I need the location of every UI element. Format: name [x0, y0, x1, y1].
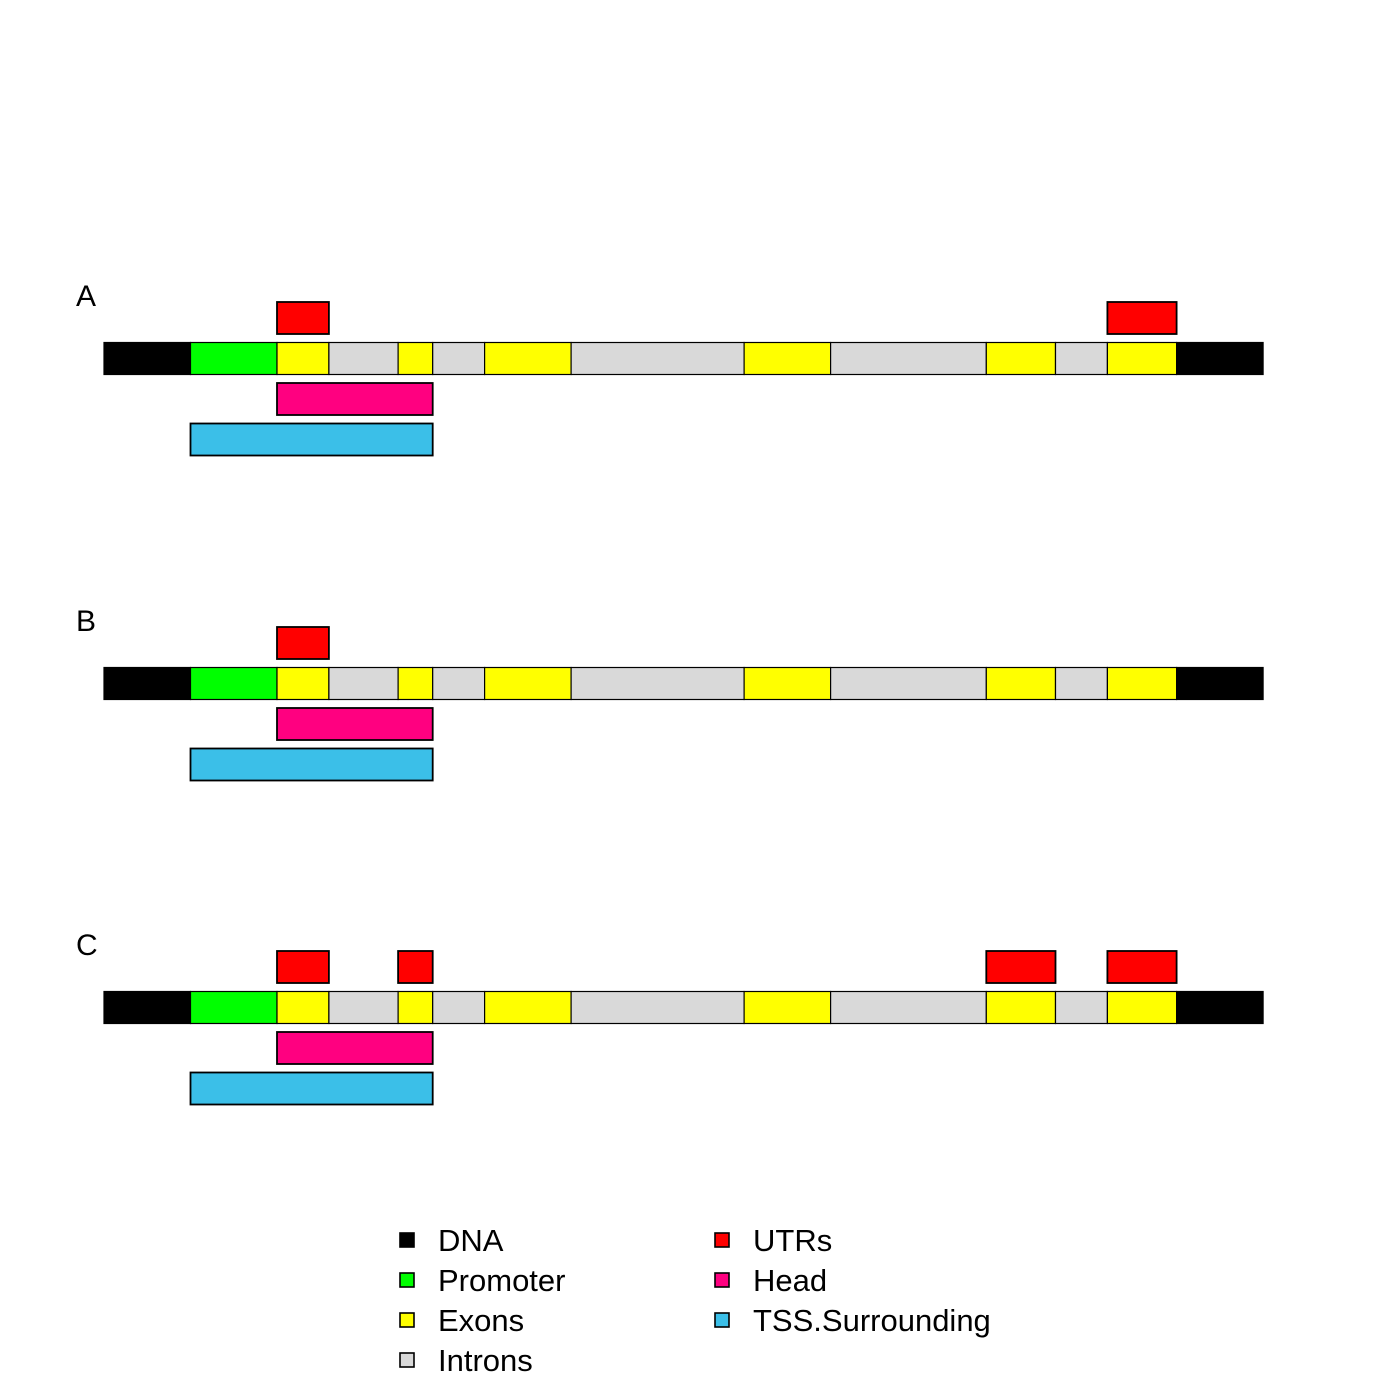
panel-a-exons-segment	[743, 341, 832, 376]
panel-b-exons-segment	[985, 666, 1057, 701]
panel-b-introns-segment	[570, 666, 745, 701]
panel-a-head-box	[276, 382, 434, 416]
panel-a-introns-segment	[432, 341, 486, 376]
panel-b-introns-segment	[1054, 666, 1109, 701]
panel-c-exons-segment	[397, 990, 434, 1025]
panel-c-exons-segment	[1106, 990, 1178, 1025]
panel-a-dna-segment	[1175, 341, 1264, 376]
panel-c-utr-box	[1106, 950, 1178, 984]
panel-a-dna-segment	[103, 341, 192, 376]
panel-b-dna-segment	[103, 666, 192, 701]
panel-b-introns-segment	[829, 666, 987, 701]
panel-b-introns-segment	[328, 666, 399, 701]
panel-c-introns-segment	[1054, 990, 1109, 1025]
panel-c-introns-segment	[328, 990, 399, 1025]
panel-c-tss-surrounding-box	[189, 1071, 434, 1106]
panel-a-exons-segment	[397, 341, 434, 376]
panel-a-introns-segment	[570, 341, 745, 376]
panel-a-promoter-segment	[189, 341, 278, 376]
panel-b-tss-surrounding-box	[189, 747, 434, 782]
panel-c-promoter-segment	[189, 990, 278, 1025]
panel-c-utr-box	[397, 950, 434, 984]
legend-label-dna: DNA	[438, 1223, 504, 1258]
panel-a-introns-segment	[328, 341, 399, 376]
panel-a-utr-box	[276, 301, 330, 335]
legend-label-utrs: UTRs	[753, 1223, 832, 1258]
panel-c-introns-segment	[829, 990, 987, 1025]
panel-c-exons-segment	[484, 990, 572, 1025]
legend-label-exons: Exons	[438, 1303, 524, 1338]
legend-key-introns	[399, 1352, 415, 1368]
panel-a-tss-surrounding-box	[189, 422, 434, 457]
panel-c-dna-segment	[103, 990, 192, 1025]
panel-a-exons-segment	[484, 341, 572, 376]
panel-b-exons-segment	[397, 666, 434, 701]
panel-b-exons-segment	[743, 666, 832, 701]
legend-key-dna	[399, 1232, 415, 1248]
panel-label-b: B	[76, 605, 96, 638]
panel-c-utr-box	[985, 950, 1057, 984]
panel-b-promoter-segment	[189, 666, 278, 701]
legend-label-promoter: Promoter	[438, 1263, 565, 1298]
legend-label-introns: Introns	[438, 1343, 533, 1378]
panel-c-exons-segment	[985, 990, 1057, 1025]
panel-a-utr-box	[1106, 301, 1178, 335]
panel-a-introns-segment	[1054, 341, 1109, 376]
panel-c-introns-segment	[570, 990, 745, 1025]
panel-a-exons-segment	[1106, 341, 1178, 376]
panel-b-introns-segment	[432, 666, 486, 701]
legend-key-promoter	[399, 1272, 415, 1288]
legend-key-utrs	[714, 1232, 730, 1248]
legend-key-exons	[399, 1312, 415, 1328]
panel-a-introns-segment	[829, 341, 987, 376]
legend-key-tss	[714, 1312, 730, 1328]
panel-a-exons-segment	[985, 341, 1057, 376]
panel-c-introns-segment	[432, 990, 486, 1025]
panel-c-utr-box	[276, 950, 330, 984]
panel-b-exons-segment	[484, 666, 572, 701]
panel-b-utr-box	[276, 626, 330, 660]
panel-b-head-box	[276, 707, 434, 741]
panel-label-a: A	[76, 280, 96, 313]
panel-c-head-box	[276, 1031, 434, 1065]
panel-a-exons-segment	[276, 341, 330, 376]
panel-b-exons-segment	[276, 666, 330, 701]
panel-c-exons-segment	[276, 990, 330, 1025]
legend-label-tss: TSS.Surrounding	[753, 1303, 991, 1338]
panel-c-dna-segment	[1175, 990, 1264, 1025]
panel-b-dna-segment	[1175, 666, 1264, 701]
legend-key-head	[714, 1272, 730, 1288]
legend-label-head: Head	[753, 1263, 827, 1298]
panel-b-exons-segment	[1106, 666, 1178, 701]
panel-c-exons-segment	[743, 990, 832, 1025]
panel-label-c: C	[76, 929, 98, 962]
